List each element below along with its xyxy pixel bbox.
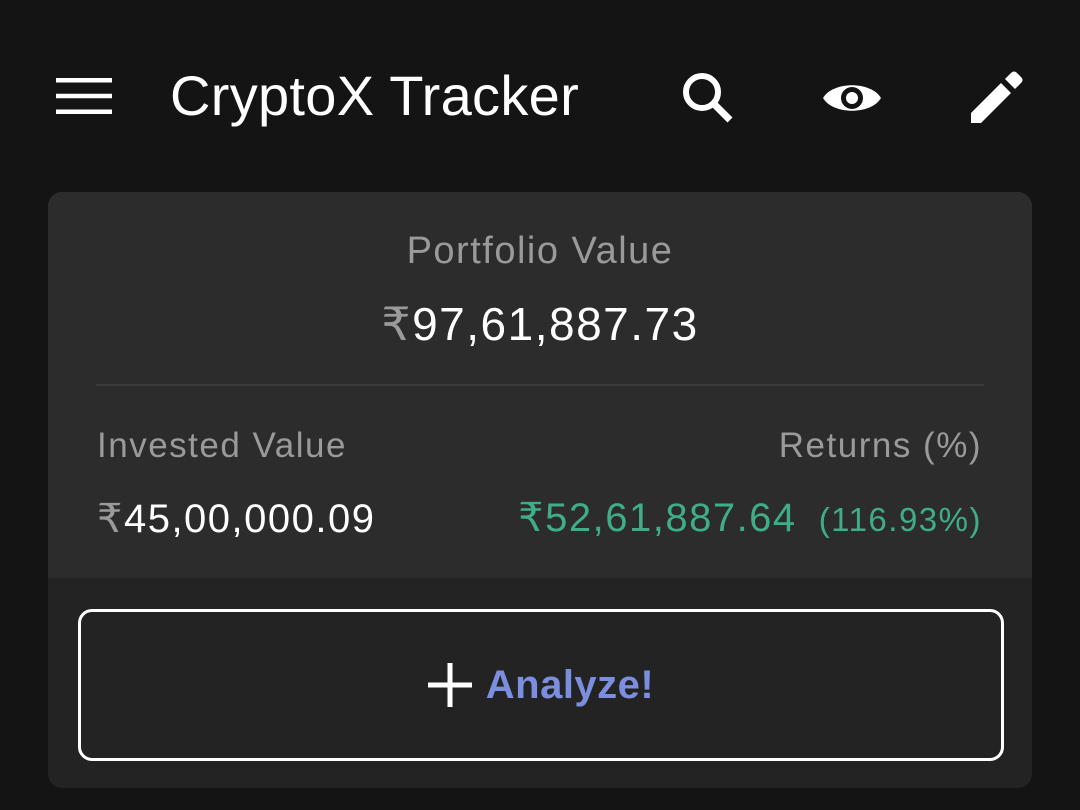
analyze-button[interactable]: Analyze! — [78, 609, 1004, 761]
search-button[interactable] — [670, 60, 746, 136]
invested-value-amount: 45,00,000.09 — [123, 497, 376, 541]
menu-button[interactable] — [48, 68, 120, 124]
returns-label: Returns (%) — [778, 426, 982, 465]
portfolio-summary-section: Portfolio Value ₹97,61,887.73 Invested V… — [48, 192, 1032, 578]
edit-button[interactable] — [958, 60, 1034, 136]
invested-currency-symbol: ₹ — [97, 497, 124, 541]
eye-icon — [823, 85, 881, 111]
app-bar: CryptoX Tracker — [0, 0, 1080, 192]
portfolio-value: ₹97,61,887.73 — [48, 296, 1032, 352]
pencil-icon — [971, 71, 1023, 123]
portfolio-summary-card: Portfolio Value ₹97,61,887.73 Invested V… — [48, 192, 1032, 788]
returns-values: ₹52,61,887.64 (116.93%) — [518, 492, 982, 546]
divider — [96, 384, 984, 386]
invested-value: ₹45,00,000.09 — [97, 494, 376, 544]
plus-icon — [427, 663, 472, 707]
search-icon — [683, 73, 733, 123]
portfolio-value-label: Portfolio Value — [406, 230, 674, 272]
menu-icon — [56, 78, 112, 114]
returns-value: ₹52,61,887.64 — [518, 496, 797, 540]
visibility-toggle-button[interactable] — [814, 60, 890, 136]
analyze-button-label: Analyze! — [485, 663, 655, 707]
returns-percent: (116.93%) — [818, 501, 982, 538]
invested-value-label: Invested Value — [97, 426, 347, 465]
portfolio-value-amount: 97,61,887.73 — [412, 298, 699, 350]
portfolio-currency-symbol: ₹ — [381, 298, 413, 350]
app-title: CryptoX Tracker — [170, 64, 580, 127]
